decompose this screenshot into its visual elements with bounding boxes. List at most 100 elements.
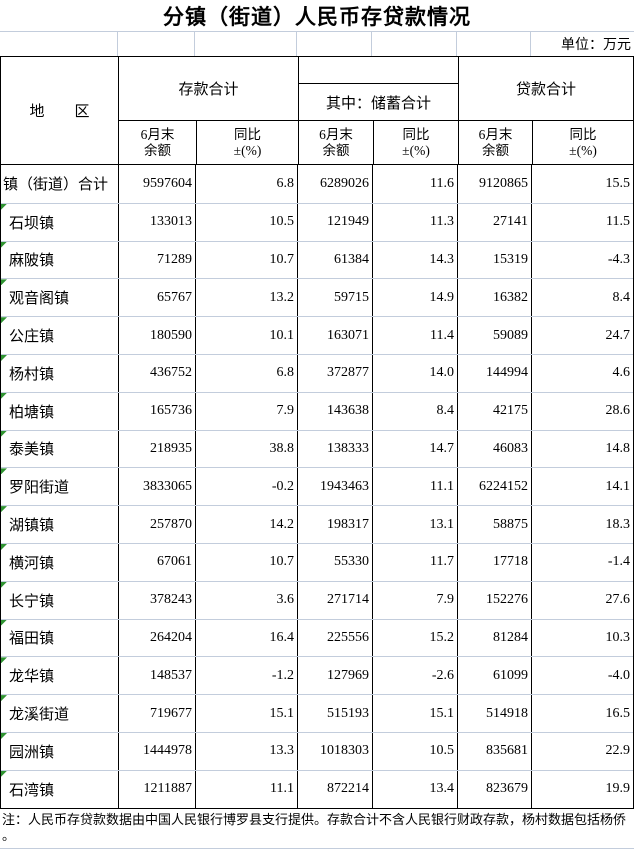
region-cell[interactable]: 罗阳街道 <box>1 468 119 506</box>
value-cell[interactable]: 38.8 <box>196 430 298 468</box>
region-cell[interactable]: 观音阁镇 <box>1 279 119 317</box>
value-cell[interactable]: 27141 <box>458 203 532 241</box>
value-cell[interactable]: 24.7 <box>605 327 631 343</box>
value-cell[interactable]: 10.7 <box>196 241 298 279</box>
value-cell[interactable]: 6224152 <box>458 468 532 506</box>
value-cell[interactable]: 59715 <box>298 279 373 317</box>
value-cell[interactable]: 180590 <box>119 317 196 354</box>
value-cell[interactable]: -4.3 <box>607 251 630 267</box>
value-cell[interactable]: 148537 <box>119 657 196 695</box>
value-cell[interactable]: 515193 <box>298 695 373 732</box>
value-cell[interactable]: 58875 <box>458 506 532 543</box>
deposit-balance-subheader[interactable]: 6月末 余额 <box>140 126 175 158</box>
region-cell[interactable]: 龙华镇 <box>1 657 119 695</box>
value-cell[interactable]: -2.6 <box>373 657 458 695</box>
value-cell[interactable]: 27.6 <box>605 592 631 608</box>
value-cell[interactable]: 65767 <box>119 279 196 317</box>
value-cell[interactable]: 55330 <box>298 543 373 581</box>
value-cell[interactable]: 19.9 <box>605 781 631 797</box>
value-cell[interactable]: 14.9 <box>373 279 458 317</box>
value-cell[interactable]: 835681 <box>458 732 532 770</box>
loan-group-header[interactable]: 贷款合计 <box>458 57 633 120</box>
deposit-group-header[interactable]: 存款合计 <box>178 82 239 98</box>
value-cell[interactable]: 7.9 <box>196 392 298 430</box>
region-cell[interactable]: 园洲镇 <box>1 732 119 770</box>
savings-balance-subheader[interactable]: 6月末 余额 <box>298 121 373 164</box>
value-cell[interactable]: 10.5 <box>373 732 458 770</box>
value-cell[interactable]: 143638 <box>298 392 373 430</box>
value-cell[interactable]: 11.5 <box>606 214 630 230</box>
value-cell[interactable]: 1018303 <box>298 732 373 770</box>
value-cell[interactable]: 71289 <box>119 241 196 279</box>
savings-group-header[interactable]: 其中：储蓄合计 <box>299 83 458 120</box>
value-cell[interactable]: 3833065 <box>119 468 196 506</box>
region-cell[interactable]: 柏塘镇 <box>1 392 119 430</box>
value-cell[interactable]: 121949 <box>298 203 373 241</box>
value-cell[interactable]: 823679 <box>458 770 532 808</box>
value-cell[interactable]: 81284 <box>458 619 532 657</box>
value-cell[interactable]: 11.7 <box>373 543 458 581</box>
value-cell[interactable]: 11.4 <box>373 317 458 354</box>
value-cell[interactable]: 15.1 <box>373 695 458 732</box>
value-cell[interactable]: 15319 <box>458 241 532 279</box>
region-cell[interactable]: 公庄镇 <box>1 317 119 354</box>
value-cell[interactable]: 10.7 <box>196 543 298 581</box>
value-cell[interactable]: 7.9 <box>373 581 458 619</box>
region-cell[interactable]: 湖镇镇 <box>1 506 119 543</box>
value-cell[interactable]: 10.3 <box>605 629 631 645</box>
value-cell[interactable]: 3.6 <box>196 581 298 619</box>
value-cell[interactable]: 138333 <box>298 430 373 468</box>
value-cell[interactable]: 14.1 <box>605 478 631 494</box>
value-cell[interactable]: -1.4 <box>607 554 630 570</box>
value-cell[interactable]: 1444978 <box>119 732 196 770</box>
value-cell[interactable]: -0.2 <box>196 468 298 506</box>
region-cell[interactable]: 石坝镇 <box>1 203 119 241</box>
value-cell[interactable]: 165736 <box>119 392 196 430</box>
value-cell[interactable]: 59089 <box>458 317 532 354</box>
value-cell[interactable]: 67061 <box>119 543 196 581</box>
value-cell[interactable]: 163071 <box>298 317 373 354</box>
loan-yoy-subheader[interactable]: 同比 ±(%) <box>532 121 633 164</box>
value-cell[interactable]: 14.7 <box>373 430 458 468</box>
value-cell[interactable]: 225556 <box>298 619 373 657</box>
value-cell[interactable]: 271714 <box>298 581 373 619</box>
value-cell[interactable]: 22.9 <box>605 743 631 759</box>
region-cell[interactable]: 泰美镇 <box>1 430 119 468</box>
value-cell[interactable]: 16382 <box>458 279 532 317</box>
region-cell[interactable]: 龙溪街道 <box>1 695 119 732</box>
value-cell[interactable]: 46083 <box>458 430 532 468</box>
value-cell[interactable]: 14.2 <box>196 506 298 543</box>
value-cell[interactable]: 17718 <box>458 543 532 581</box>
value-cell[interactable]: 8.4 <box>373 392 458 430</box>
value-cell[interactable]: 872214 <box>298 770 373 808</box>
value-cell[interactable]: 13.4 <box>373 770 458 808</box>
value-cell[interactable]: 378243 <box>119 581 196 619</box>
value-cell[interactable]: 218935 <box>119 430 196 468</box>
value-cell[interactable]: 8.4 <box>612 289 631 305</box>
value-cell[interactable]: 18.3 <box>605 516 631 532</box>
value-cell[interactable]: 11.1 <box>196 770 298 808</box>
value-cell[interactable]: 9120865 <box>458 165 532 203</box>
value-cell[interactable]: 11.3 <box>373 203 458 241</box>
region-cell[interactable]: 横河镇 <box>1 543 119 581</box>
value-cell[interactable]: 13.2 <box>196 279 298 317</box>
value-cell[interactable]: 719677 <box>119 695 196 732</box>
value-cell[interactable]: 42175 <box>458 392 532 430</box>
value-cell[interactable]: 61099 <box>458 657 532 695</box>
value-cell[interactable]: 28.6 <box>605 403 631 419</box>
value-cell[interactable]: 13.3 <box>196 732 298 770</box>
value-cell[interactable]: 11.6 <box>373 165 458 203</box>
value-cell[interactable]: -1.2 <box>196 657 298 695</box>
value-cell[interactable]: -4.0 <box>607 667 630 683</box>
value-cell[interactable]: 144994 <box>458 354 532 392</box>
region-cell[interactable]: 福田镇 <box>1 619 119 657</box>
value-cell[interactable]: 1943463 <box>298 468 373 506</box>
value-cell[interactable]: 11.1 <box>373 468 458 506</box>
value-cell[interactable]: 14.3 <box>373 241 458 279</box>
value-cell[interactable]: 15.1 <box>196 695 298 732</box>
value-cell[interactable]: 133013 <box>119 203 196 241</box>
value-cell[interactable]: 1211887 <box>119 770 196 808</box>
value-cell[interactable]: 10.1 <box>196 317 298 354</box>
value-cell[interactable]: 198317 <box>298 506 373 543</box>
region-cell[interactable]: 镇（街道）合计 <box>1 165 119 203</box>
